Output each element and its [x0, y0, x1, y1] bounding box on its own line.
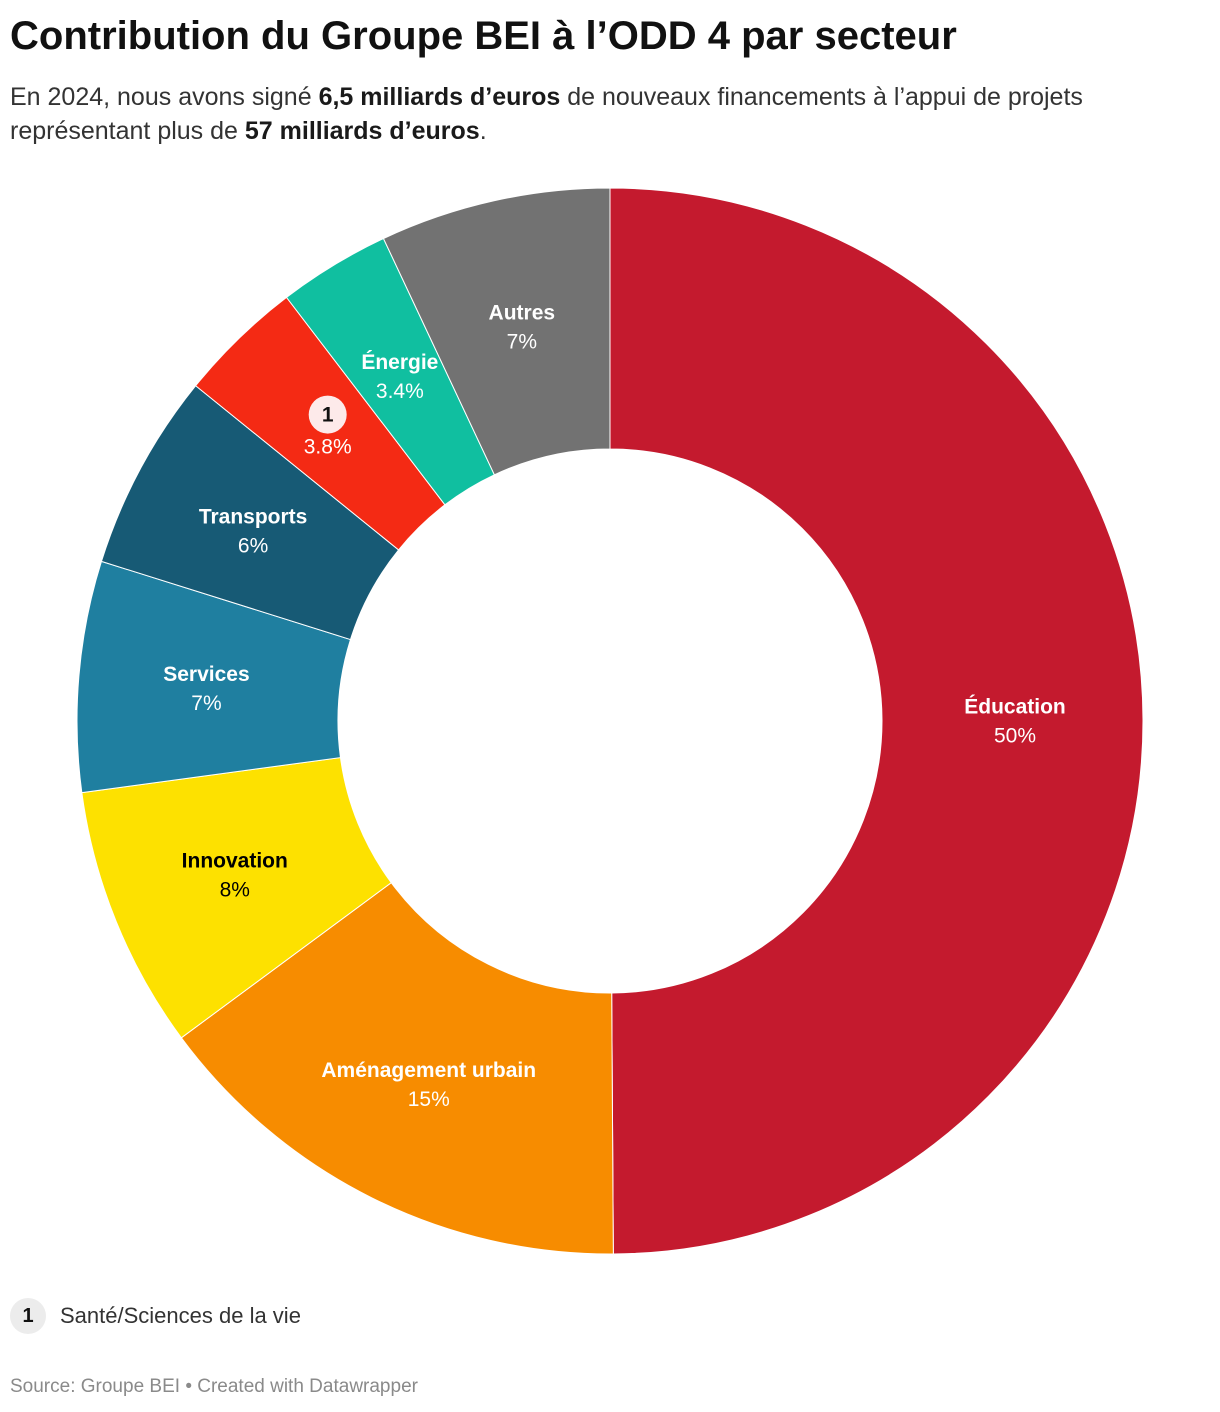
subtitle-bold-amount-1: 6,5 milliards d’euros	[318, 83, 561, 111]
slice-name: Éducation	[964, 696, 1066, 719]
donut-labels: Éducation 50% Aménagement urbain 15% Innovat…	[163, 302, 1066, 1111]
chart-subtitle: En 2024, nous avons signé 6,5 milliards …	[10, 80, 1205, 148]
slice-name: Énergie	[361, 351, 438, 374]
legend: 1 Santé/Sciences de la vie	[10, 1296, 301, 1336]
slice-value: 50%	[994, 725, 1036, 748]
legend-marker-badge: 1	[10, 1298, 46, 1334]
subtitle-bold-amount-2: 57 milliards d’euros	[244, 117, 480, 145]
slice-label-energie: Énergie 3.4%	[361, 351, 438, 403]
chart-title: Contribution du Groupe BEI à l’ODD 4 par…	[10, 14, 957, 58]
slice-name: Autres	[489, 302, 556, 325]
slice-value: 8%	[220, 878, 250, 901]
slice-value: 6%	[238, 535, 268, 558]
slice-value: 3.4%	[376, 380, 424, 403]
slice-value: 15%	[408, 1088, 450, 1111]
slice-name: Innovation	[182, 849, 288, 872]
slice-value: 7%	[507, 331, 537, 354]
subtitle-text-1: En 2024, nous avons signé	[10, 83, 319, 111]
slice-value: 3.8%	[304, 436, 352, 459]
slice-label-education: Éducation 50%	[964, 696, 1066, 748]
subtitle-text-3: .	[479, 117, 487, 145]
slice-value: 7%	[191, 692, 221, 715]
subtitle-text-2: de nouveaux financements à l’appui de pr…	[10, 83, 1083, 145]
slice-label-autres: Autres 7%	[489, 302, 556, 354]
legend-label: Santé/Sciences de la vie	[60, 1303, 301, 1328]
marker-badge	[308, 395, 347, 434]
slice-label-services: Services 7%	[163, 663, 249, 715]
slice-label-transports: Transports 6%	[199, 506, 308, 558]
slice-label-innovation: Innovation 8%	[182, 849, 288, 901]
slice-education	[609, 187, 1144, 1255]
marker-number: 1	[322, 404, 334, 427]
slice-amenagement-urbain	[180, 881, 614, 1255]
source-footer: Source: Groupe BEI • Created with Datawr…	[10, 1376, 418, 1397]
slice-label-segment-1: 1 3.8%	[304, 395, 352, 459]
slice-name: Services	[163, 663, 249, 686]
donut-slices	[76, 187, 1144, 1255]
slice-name: Aménagement urbain	[321, 1059, 536, 1082]
donut-chart: Éducation 50% Aménagement urbain 15% Innovat…	[76, 187, 1144, 1255]
slice-name: Transports	[199, 506, 308, 529]
slice-label-amenagement-urbain: Aménagement urbain 15%	[321, 1059, 536, 1111]
slice-autres	[382, 187, 611, 476]
